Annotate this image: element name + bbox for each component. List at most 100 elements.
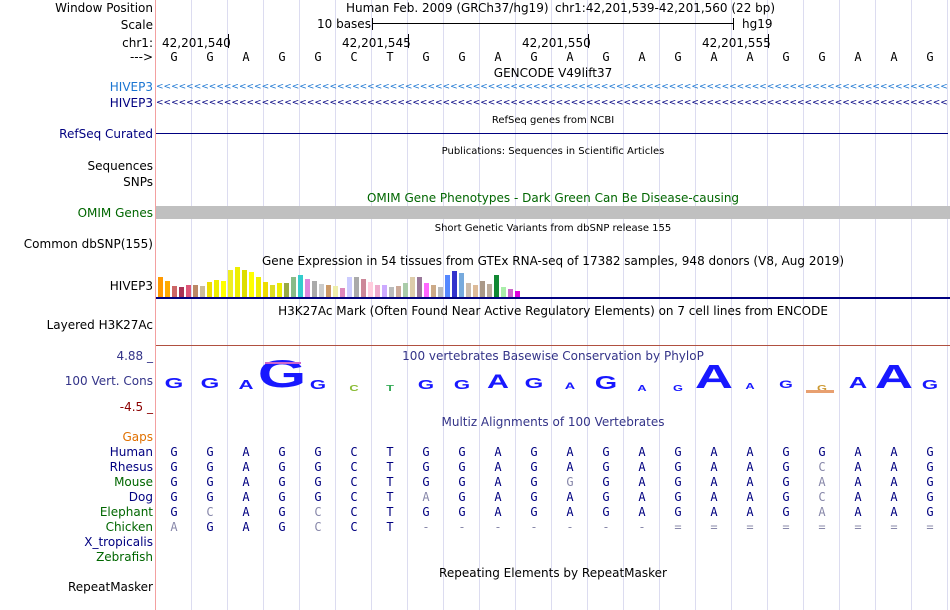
gene-label-1[interactable]: HIVEP3 (109, 80, 153, 94)
gtex-tissue-bar[interactable] (389, 287, 394, 297)
omim-gene-bar[interactable] (156, 206, 950, 219)
phylop-letter[interactable]: A (637, 384, 647, 393)
phylop-letter[interactable]: G (164, 375, 184, 392)
gtex-tissue-bar[interactable] (361, 279, 366, 297)
gtex-tissue-bar[interactable] (312, 281, 317, 297)
phylop-letter[interactable]: G (673, 384, 683, 393)
gtex-tissue-bar[interactable] (473, 285, 478, 297)
gaps-label[interactable]: Gaps (122, 430, 153, 444)
phylop-letter[interactable]: G (417, 377, 435, 392)
species-label[interactable]: Dog (128, 490, 153, 504)
phylop-letter[interactable]: A (745, 382, 755, 391)
gtex-tissue-bar[interactable] (172, 286, 177, 297)
gtex-tissue-bar[interactable] (494, 275, 499, 297)
phylop-letter[interactable]: T (386, 384, 394, 393)
gtex-tissue-bar[interactable] (347, 277, 352, 297)
gtex-tissue-bar[interactable] (368, 282, 373, 297)
gtex-tissue-bar[interactable] (270, 285, 275, 297)
phylop-letter[interactable]: G (257, 353, 307, 396)
h3k27ac-label[interactable]: Layered H3K27Ac (46, 318, 153, 332)
gtex-tissue-bar[interactable] (207, 282, 212, 297)
gtex-tissue-bar[interactable] (438, 287, 443, 297)
gtex-tissue-bar[interactable] (235, 267, 240, 297)
gtex-tissue-bar[interactable] (305, 279, 310, 297)
species-label[interactable]: Elephant (99, 505, 153, 519)
gtex-tissue-bar[interactable] (242, 270, 247, 297)
gtex-tissue-bar[interactable] (410, 277, 415, 297)
gtex-tissue-bar[interactable] (298, 275, 303, 297)
gtex-tissue-bar[interactable] (459, 273, 464, 297)
gtex-tissue-bar[interactable] (403, 283, 408, 297)
phylop-letter[interactable]: G (817, 384, 827, 393)
species-label[interactable]: Zebrafish (96, 550, 153, 564)
gtex-tissue-bar[interactable] (508, 289, 513, 297)
gtex-gene-line[interactable] (156, 297, 950, 299)
gtex-tissue-bar[interactable] (417, 277, 422, 297)
gtex-tissue-bar[interactable] (396, 286, 401, 297)
gtex-tissue-bar[interactable] (333, 286, 338, 297)
gtex-tissue-bar[interactable] (480, 281, 485, 297)
gtex-tissue-bar[interactable] (354, 277, 359, 297)
gtex-tissue-bar[interactable] (214, 280, 219, 297)
phylop-letter[interactable]: A (238, 377, 254, 392)
species-label[interactable]: X_tropicalis (84, 535, 153, 549)
gene-arrows-1[interactable]: <<<<<<<<<<<<<<<<<<<<<<<<<<<<<<<<<<<<<<<<… (156, 84, 948, 91)
gene-label-2[interactable]: HIVEP3 (109, 96, 153, 110)
gtex-tissue-bar[interactable] (424, 283, 429, 297)
gtex-tissue-bar[interactable] (382, 285, 387, 297)
phylop-letter[interactable]: G (524, 375, 544, 392)
gtex-tissue-bar[interactable] (375, 285, 380, 297)
phylop-letter[interactable]: A (487, 372, 509, 393)
gtex-tissue-bar[interactable] (284, 283, 289, 297)
phylop-letter[interactable]: G (779, 379, 793, 391)
position-text[interactable]: chr1:42,201,539-42,201,560 (22 bp) (555, 1, 776, 15)
gtex-tissue-bar[interactable] (340, 288, 345, 297)
gtex-tissue-bar[interactable] (186, 285, 191, 297)
dbsnp-label[interactable]: Common dbSNP(155) (23, 237, 153, 251)
gtex-tissue-bar[interactable] (515, 291, 520, 297)
gtex-tissue-bar[interactable] (221, 281, 226, 297)
gtex-tissue-bar[interactable] (249, 272, 254, 297)
gene-arrows-2[interactable]: <<<<<<<<<<<<<<<<<<<<<<<<<<<<<<<<<<<<<<<<… (156, 100, 948, 107)
gtex-tissue-bar[interactable] (263, 282, 268, 297)
gtex-tissue-bar[interactable] (431, 285, 436, 297)
gtex-tissue-bar[interactable] (256, 277, 261, 297)
omim-label[interactable]: OMIM Genes (77, 206, 153, 220)
gtex-tissue-bar[interactable] (179, 287, 184, 297)
gtex-tissue-bar[interactable] (501, 287, 506, 297)
gtex-tissue-bar[interactable] (487, 284, 492, 297)
gtex-tissue-bar[interactable] (326, 285, 331, 297)
phylop-letter[interactable]: A (874, 358, 914, 395)
species-label[interactable]: Rhesus (109, 460, 153, 474)
phylop-letter[interactable]: C (349, 384, 359, 393)
assembly-text[interactable]: Human Feb. 2009 (GRCh37/hg19) (346, 1, 549, 15)
phylop-letter[interactable]: G (594, 373, 618, 393)
gtex-tissue-bar[interactable] (200, 286, 205, 297)
gtex-tissue-bar[interactable] (445, 275, 450, 297)
phylop-label[interactable]: 100 Vert. Cons (64, 374, 153, 388)
refseq-gene-line[interactable] (156, 133, 948, 134)
phylop-letter[interactable]: A (694, 358, 734, 395)
species-label[interactable]: Human (109, 445, 153, 459)
gtex-tissue-bar[interactable] (228, 270, 233, 297)
gtex-tissue-bar[interactable] (319, 284, 324, 297)
repeatmasker-label[interactable]: RepeatMasker (67, 580, 153, 594)
gtex-tissue-bar[interactable] (193, 285, 198, 297)
gtex-tissue-bar[interactable] (291, 277, 296, 297)
phylop-letter[interactable]: A (848, 375, 868, 392)
phylop-letter[interactable]: G (309, 377, 327, 392)
snps-label[interactable]: SNPs (123, 175, 153, 189)
phylop-letter[interactable]: G (921, 377, 939, 392)
phylop-letter[interactable]: A (564, 381, 576, 391)
gtex-tissue-bar[interactable] (277, 283, 282, 297)
h3k27ac-signal[interactable] (156, 345, 950, 346)
gtex-tissue-bar[interactable] (466, 283, 471, 297)
refseq-label[interactable]: RefSeq Curated (59, 127, 153, 141)
phylop-letter[interactable]: G (453, 377, 471, 392)
species-label[interactable]: Mouse (114, 475, 153, 489)
gtex-tissue-bar[interactable] (165, 281, 170, 297)
sequences-label[interactable]: Sequences (87, 159, 153, 173)
gtex-tissue-bar[interactable] (452, 271, 457, 297)
gtex-tissue-bar[interactable] (158, 277, 163, 297)
species-label[interactable]: Chicken (105, 520, 153, 534)
